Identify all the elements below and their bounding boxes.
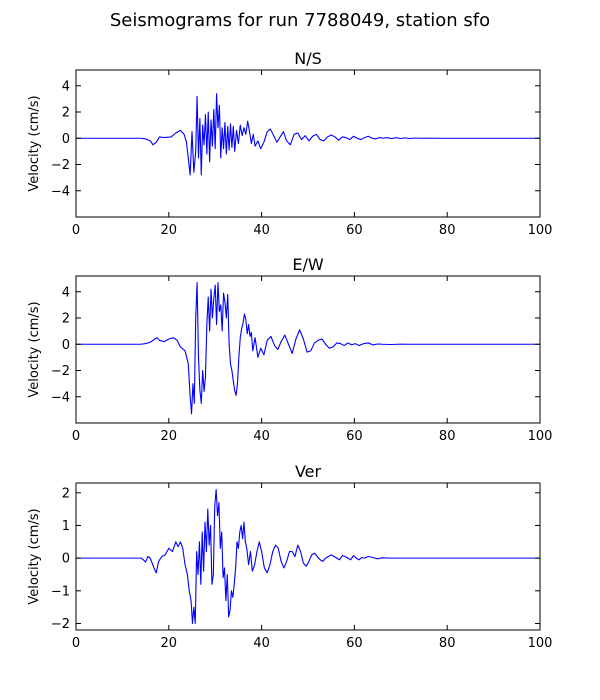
ew-x-tick-label: 100 (528, 429, 553, 444)
ver-axes-frame (75, 482, 541, 631)
ns-series-line (76, 93, 540, 176)
ns-y-tick-label: −2 (51, 158, 70, 173)
ns-x-tick-label: 40 (253, 223, 270, 238)
ver-x-tick-label: 60 (346, 636, 363, 651)
figure-title: Seismograms for run 7788049, station sfo (109, 10, 491, 31)
ver-y-tick-label: 0 (62, 552, 70, 567)
ew-y-tick-label: 0 (62, 338, 70, 353)
ns-y-tick-label: 2 (62, 106, 70, 121)
ns-axes-frame (75, 69, 541, 218)
ver-panel: 0 20 40 60 80 100 −2 −1 0 1 2 Ver Velocity (cm/s) (27, 462, 552, 651)
ver-panel-title: Ver (295, 462, 322, 481)
ver-y-axis-label: Velocity (cm/s) (27, 508, 42, 604)
ver-x-tick-label: 0 (72, 636, 80, 651)
ns-x-tick-label: 0 (72, 223, 80, 238)
ew-x-tick-label: 20 (161, 429, 178, 444)
ew-y-tick-label: −2 (51, 364, 70, 379)
ver-x-tick-label: 100 (528, 636, 553, 651)
ver-x-tick-label: 80 (439, 636, 456, 651)
ew-x-tick-label: 40 (253, 429, 270, 444)
ew-y-axis-label: Velocity (cm/s) (27, 301, 42, 397)
ew-panel: 0 20 40 60 80 100 −4 −2 0 2 4 E/W Velocity (cm/s) (27, 255, 552, 444)
ns-x-tick-label: 60 (346, 223, 363, 238)
ew-y-tick-label: −4 (51, 390, 70, 405)
ver-series-line (76, 488, 540, 625)
ew-x-tick-label: 80 (439, 429, 456, 444)
ew-y-tick-label: 4 (62, 285, 70, 300)
ver-x-tick-label: 40 (253, 636, 270, 651)
ew-y-tick-label: 2 (62, 312, 70, 327)
ver-y-tick-label: 2 (62, 486, 70, 501)
ver-y-tick-label: −2 (51, 617, 70, 632)
ns-x-tick-label: 100 (528, 223, 553, 238)
ew-panel-title: E/W (292, 255, 324, 274)
ns-y-tick-label: 4 (62, 79, 70, 94)
ew-x-tick-label: 0 (72, 429, 80, 444)
ns-panel-title: N/S (294, 49, 322, 68)
ew-axes-frame (75, 275, 541, 424)
ew-x-tick-label: 60 (346, 429, 363, 444)
ver-x-tick-label: 20 (161, 636, 178, 651)
ver-y-tick-label: −1 (51, 584, 70, 599)
ew-series-line (76, 282, 540, 415)
ns-y-axis-label: Velocity (cm/s) (27, 95, 42, 191)
ns-panel: 0 20 40 60 80 100 −4 −2 0 2 4 N/S Velocity (cm/s) (27, 49, 552, 238)
ns-x-tick-label: 80 (439, 223, 456, 238)
ver-y-tick-label: 1 (62, 519, 70, 534)
ns-y-tick-label: −4 (51, 184, 70, 199)
ns-y-tick-label: 0 (62, 132, 70, 147)
ns-x-tick-label: 20 (161, 223, 178, 238)
